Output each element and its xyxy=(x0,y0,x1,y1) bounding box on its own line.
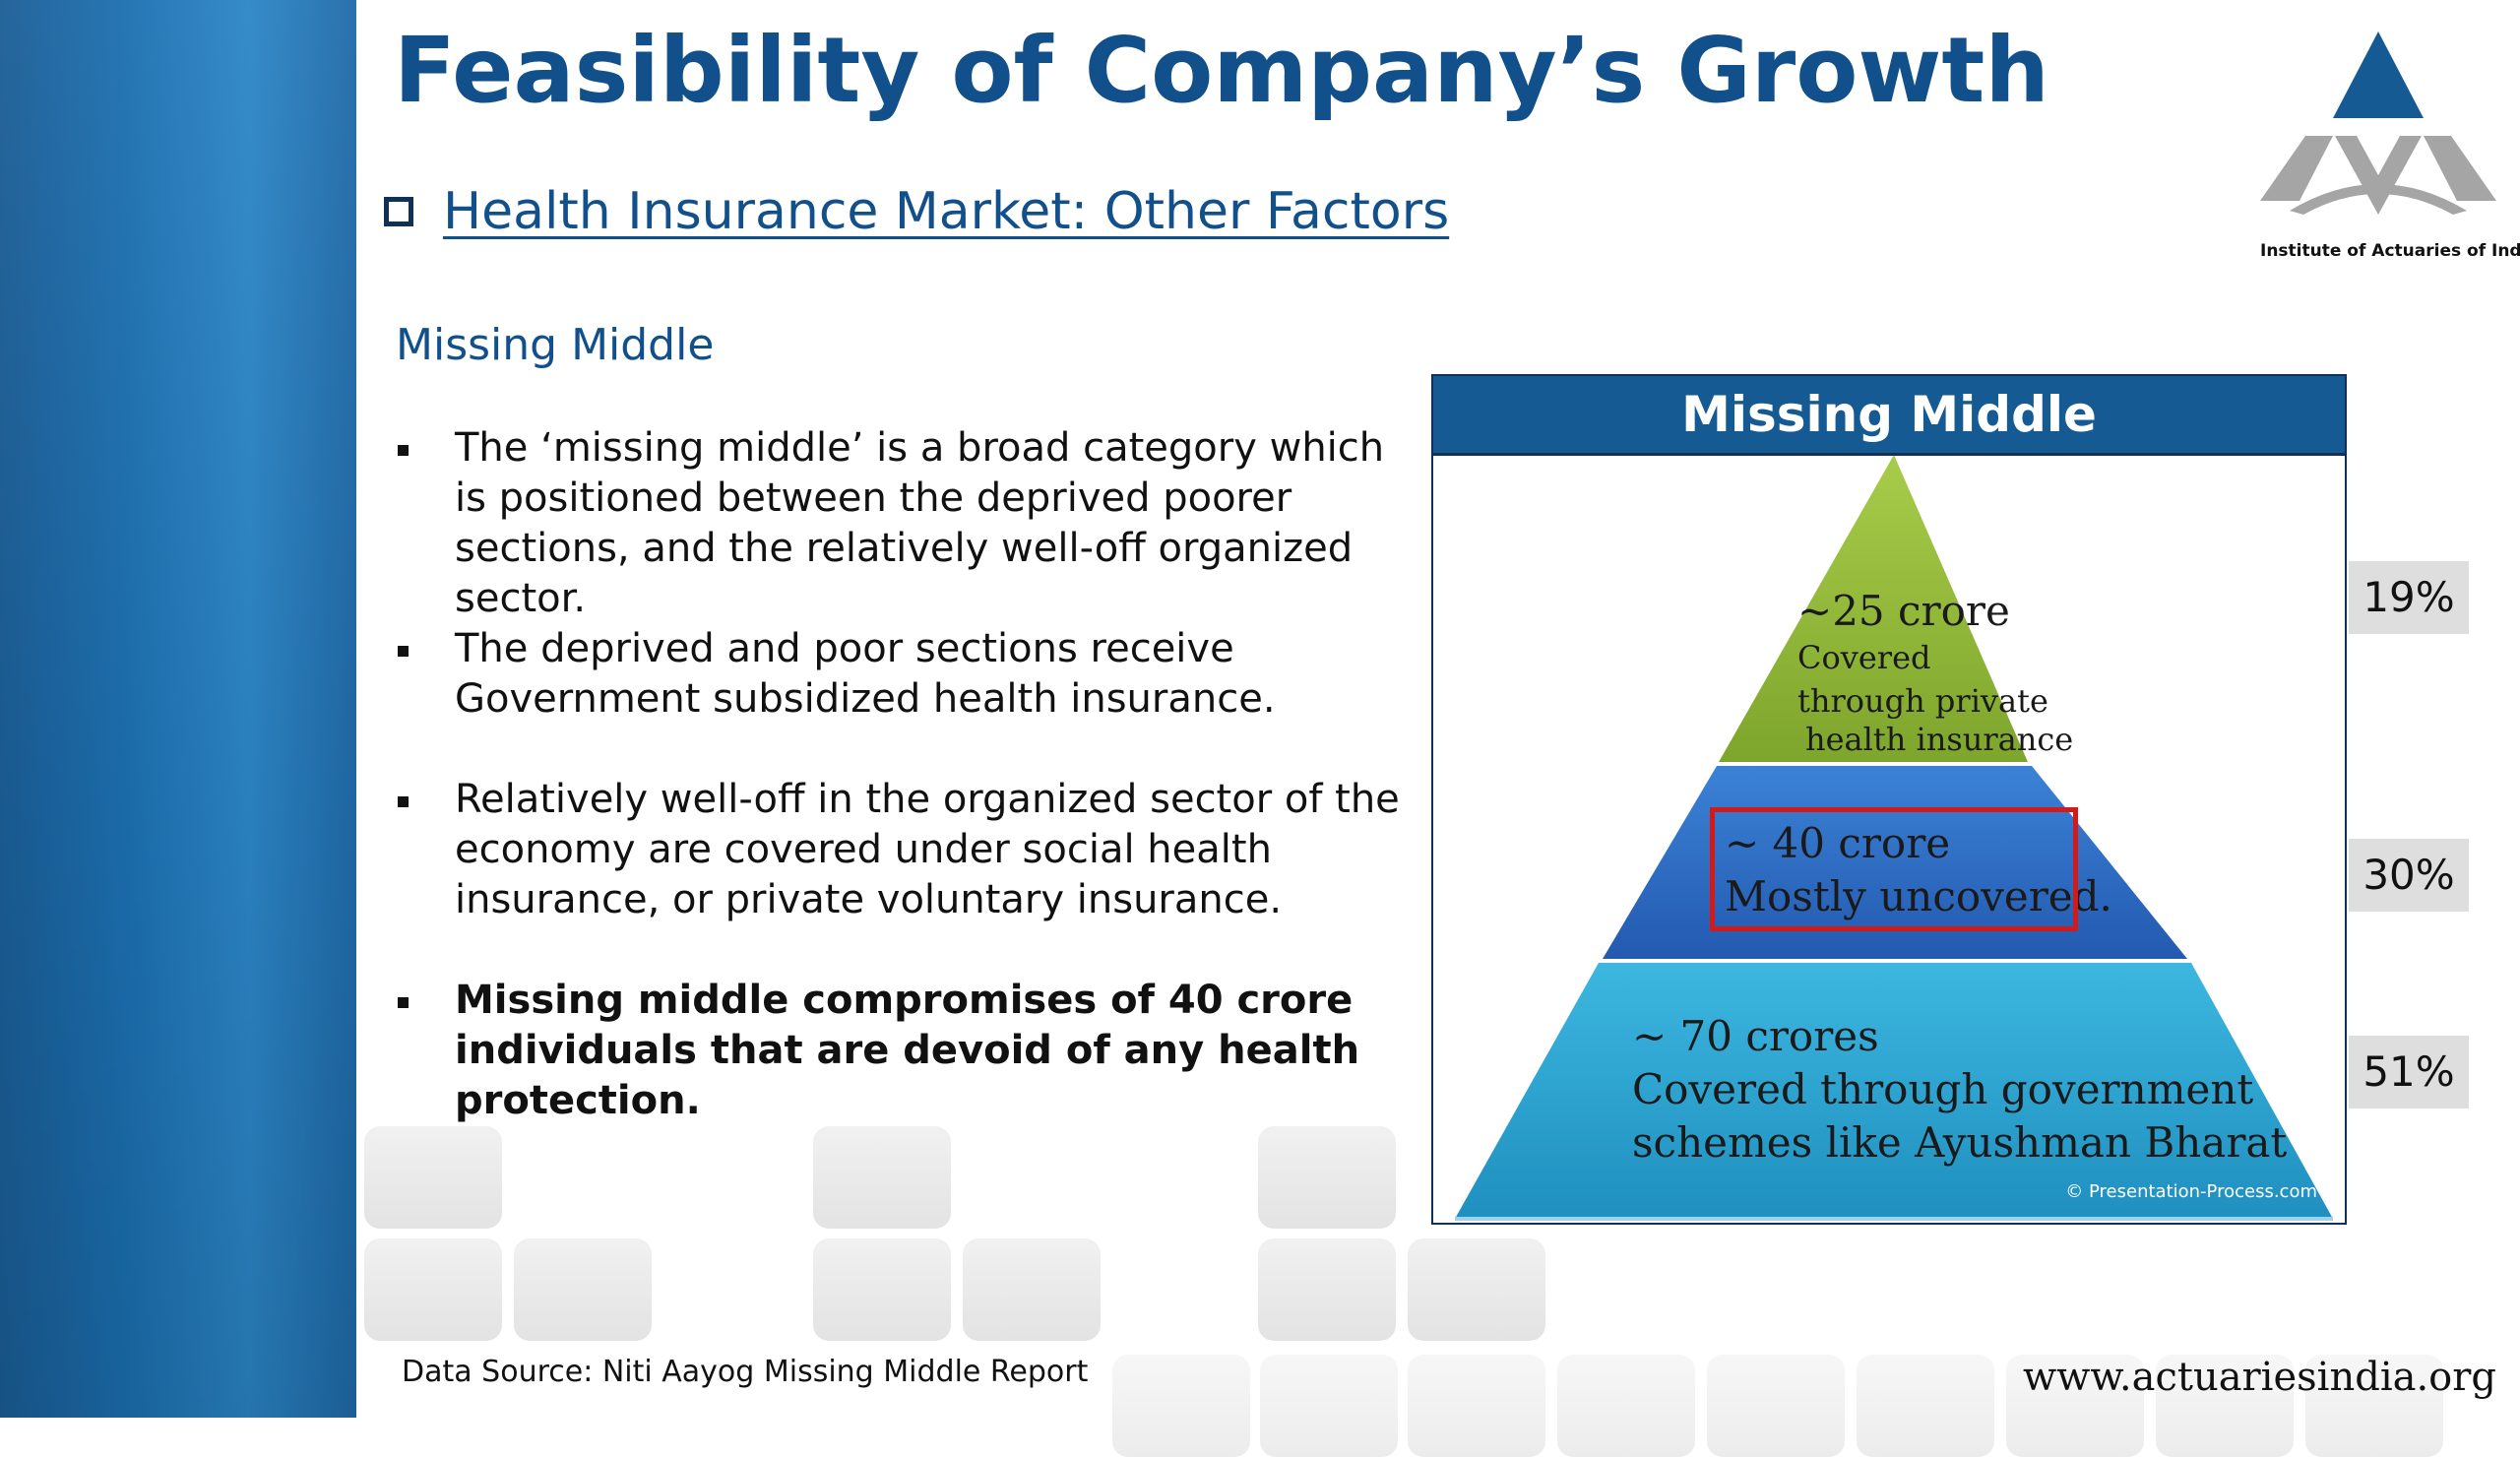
data-source-note: Data Source: Niti Aayog Missing Middle R… xyxy=(402,1355,1089,1389)
diagram-header: Missing Middle xyxy=(1433,376,2345,456)
square-bullet-icon xyxy=(398,997,409,1008)
diagram-title: Missing Middle xyxy=(1681,386,2097,443)
bottom-tier-line2: Covered through government xyxy=(1632,1065,2254,1113)
background-tile xyxy=(364,1126,502,1229)
square-bullet-icon xyxy=(398,646,409,657)
middle-tier-line1: ~ 40 crore xyxy=(1725,819,1951,867)
section-heading: Missing Middle xyxy=(396,320,715,370)
square-bullet-icon xyxy=(398,445,409,456)
square-bullet-icon xyxy=(398,796,409,807)
background-tile xyxy=(1112,1355,1250,1457)
bullet-text: The deprived and poor sections receive G… xyxy=(455,626,1276,722)
logo-caption: Institute of Actuaries of India xyxy=(2260,241,2520,261)
bullet-text: Relatively well-off in the organized sec… xyxy=(455,777,1400,922)
missing-middle-diagram: Missing Middle ~25 crore Covered through… xyxy=(1431,374,2347,1225)
copyright-text: © Presentation-Process.com xyxy=(2065,1181,2317,1202)
percent-badge-top: 19% xyxy=(2349,561,2469,634)
background-tile xyxy=(1260,1355,1398,1457)
middle-tier-line2: Mostly uncovered. xyxy=(1725,872,2112,920)
website-link[interactable]: www.actuariesindia.org xyxy=(2022,1355,2496,1400)
subheading: Health Insurance Market: Other Factors xyxy=(384,182,1449,241)
background-tile xyxy=(1707,1355,1845,1457)
top-tier-line2: Covered xyxy=(1797,639,1931,676)
sidebar-shade xyxy=(0,0,356,1418)
bottom-tier-line1: ~ 70 crores xyxy=(1632,1012,1879,1060)
background-tile xyxy=(1258,1238,1396,1341)
actuaries-institute-logo-icon xyxy=(2260,32,2496,215)
bullet-text: Missing middle compromises of 40 crore i… xyxy=(455,978,1360,1123)
checkbox-bullet-icon xyxy=(384,197,413,226)
background-tile xyxy=(1408,1355,1545,1457)
slide-title: Feasibility of Company’s Growth xyxy=(394,18,2049,123)
background-tile xyxy=(1258,1126,1396,1229)
top-tier-line3: through private xyxy=(1797,682,2048,720)
background-tile xyxy=(514,1238,652,1341)
background-tile xyxy=(963,1238,1101,1341)
background-tile xyxy=(1557,1355,1695,1457)
percent-badge-middle: 30% xyxy=(2349,839,2469,912)
bottom-tier-line3: schemes like Ayushman Bharat xyxy=(1632,1118,2288,1167)
top-tier-line1: ~25 crore xyxy=(1797,587,2010,635)
top-tier-line4: health insurance xyxy=(1805,721,2074,758)
background-tile xyxy=(364,1238,502,1341)
bullet-text: The ‘missing middle’ is a broad category… xyxy=(455,425,1385,621)
pyramid-graphic xyxy=(1455,455,2333,1221)
background-tile xyxy=(1408,1238,1545,1341)
subheading-link[interactable]: Health Insurance Market: Other Factors xyxy=(443,182,1450,241)
left-sidebar-panel xyxy=(0,0,356,1418)
background-tile xyxy=(1857,1355,1994,1457)
pyramid-bottom-tier xyxy=(1455,963,2333,1219)
background-tile xyxy=(813,1126,951,1229)
highlight-box xyxy=(1710,807,2078,931)
background-tile xyxy=(813,1238,951,1341)
percent-badge-bottom: 51% xyxy=(2349,1036,2469,1109)
pyramid-top-tier xyxy=(1719,455,2028,762)
pyramid-middle-tier xyxy=(1603,766,2187,959)
